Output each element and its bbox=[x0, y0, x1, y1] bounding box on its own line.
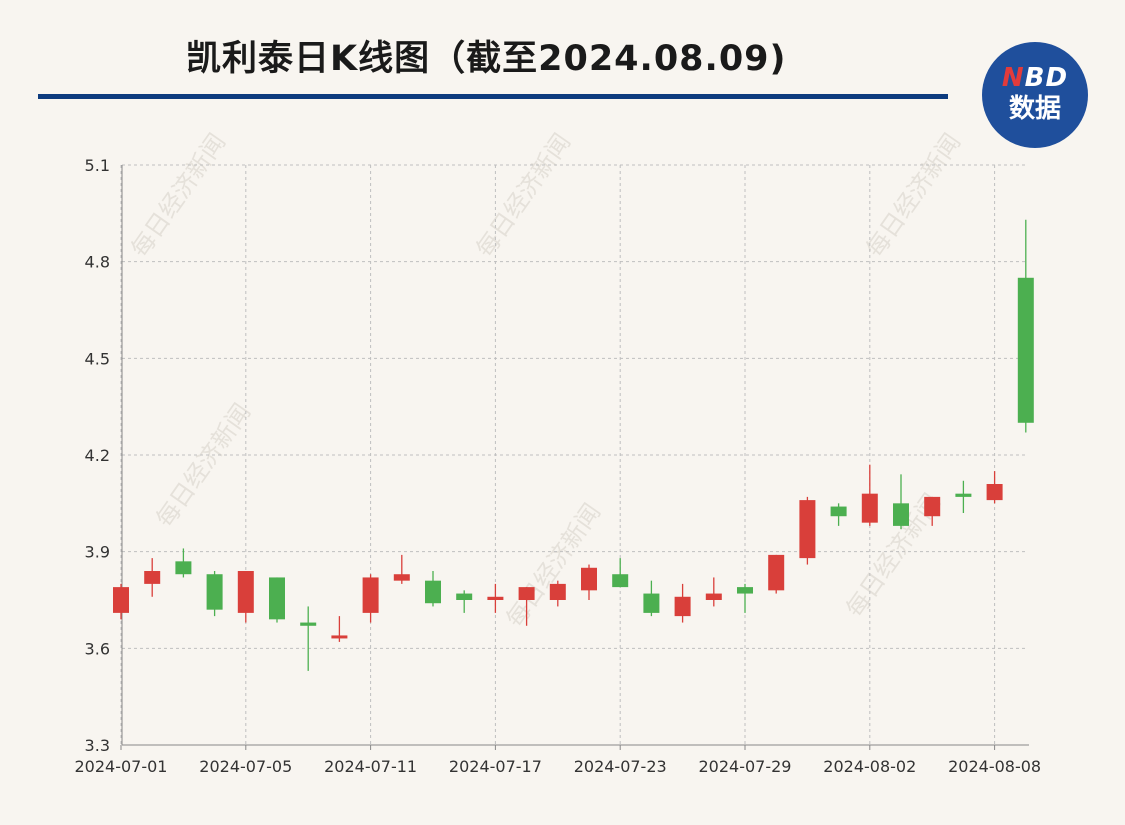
y-tick-label: 3.3 bbox=[85, 736, 110, 755]
candle-body bbox=[206, 574, 223, 610]
candle bbox=[237, 571, 254, 623]
watermark-text: 每日经济新闻 bbox=[861, 128, 967, 262]
candle-body bbox=[237, 571, 254, 613]
candle-body bbox=[269, 577, 285, 620]
candle bbox=[456, 590, 473, 613]
candle-body bbox=[331, 635, 348, 639]
candle bbox=[581, 564, 597, 600]
watermark-text: 每日经济新闻 bbox=[151, 398, 257, 532]
candle-body bbox=[113, 587, 129, 613]
candle-body bbox=[955, 493, 972, 497]
x-tick-label: 2024-08-08 bbox=[948, 757, 1041, 776]
candle bbox=[705, 577, 722, 607]
candle-body bbox=[487, 596, 504, 600]
candle bbox=[206, 571, 223, 617]
candle bbox=[331, 616, 348, 642]
watermark-text: 每日经济新闻 bbox=[126, 128, 232, 262]
candle bbox=[830, 503, 847, 526]
x-tick-label: 2024-07-23 bbox=[574, 757, 667, 776]
candle bbox=[674, 583, 691, 623]
candle-body bbox=[737, 587, 753, 594]
candle-body bbox=[830, 506, 847, 517]
candle-body bbox=[518, 587, 535, 600]
candle-body bbox=[893, 503, 909, 526]
candle-body bbox=[768, 554, 785, 591]
candle bbox=[175, 548, 192, 578]
candle bbox=[518, 587, 535, 626]
candle-body bbox=[674, 596, 691, 617]
candle bbox=[362, 574, 379, 623]
axes bbox=[120, 165, 1029, 750]
candle bbox=[768, 554, 785, 594]
candle bbox=[1017, 219, 1034, 433]
y-tick-label: 4.8 bbox=[85, 253, 110, 272]
candle-body bbox=[581, 567, 597, 591]
candle-body bbox=[799, 500, 816, 559]
candle bbox=[612, 558, 629, 588]
logo-brand-rest: BD bbox=[1024, 63, 1069, 93]
candle-body bbox=[300, 622, 317, 626]
nbd-logo: NBD 数据 bbox=[982, 42, 1088, 148]
logo-brand: NBD bbox=[1002, 65, 1068, 91]
candle-body bbox=[175, 561, 192, 575]
x-tick-label: 2024-07-01 bbox=[75, 757, 168, 776]
logo-subtitle: 数据 bbox=[1008, 94, 1061, 124]
candle bbox=[113, 583, 129, 620]
candle bbox=[924, 496, 941, 526]
watermark-text: 每日经济新闻 bbox=[471, 128, 577, 262]
candle bbox=[955, 480, 972, 513]
y-tick-label: 3.6 bbox=[85, 639, 110, 658]
candle bbox=[893, 474, 909, 530]
x-tick-label: 2024-07-17 bbox=[449, 757, 542, 776]
candle bbox=[487, 583, 504, 613]
chart-title: 凯利泰日K线图（截至2024.08.09) bbox=[186, 39, 787, 79]
candle bbox=[144, 558, 161, 597]
x-tick-label: 2024-08-02 bbox=[823, 757, 916, 776]
y-tick-label: 3.9 bbox=[85, 543, 110, 562]
candle bbox=[799, 496, 816, 565]
candle bbox=[269, 577, 285, 623]
x-tick-label: 2024-07-29 bbox=[699, 757, 792, 776]
candle-body bbox=[1017, 277, 1034, 423]
candle bbox=[737, 583, 753, 613]
candle-body bbox=[393, 574, 410, 581]
candle-body bbox=[861, 493, 878, 523]
candle-body bbox=[924, 496, 941, 517]
x-tick-label: 2024-07-11 bbox=[324, 757, 417, 776]
candle-body bbox=[144, 571, 161, 584]
candle bbox=[393, 554, 410, 584]
candle bbox=[861, 464, 878, 526]
candle bbox=[549, 580, 566, 607]
candle-body bbox=[612, 574, 629, 588]
grid-lines bbox=[120, 164, 1027, 745]
candle-body bbox=[705, 593, 722, 600]
axis-labels: 3.3 3.6 3.9 4.2 4.5 4.8 5.1 2024-07-01 2024-07-0… bbox=[75, 156, 1042, 776]
y-tick-label: 4.5 bbox=[85, 349, 110, 368]
candles bbox=[113, 219, 1034, 671]
y-tick-label: 5.1 bbox=[85, 156, 110, 175]
candle bbox=[986, 471, 1003, 504]
candle-body bbox=[425, 580, 441, 604]
candle bbox=[643, 580, 660, 617]
candle bbox=[425, 571, 441, 607]
candle-body bbox=[456, 593, 473, 600]
candle bbox=[300, 606, 317, 671]
title-underline bbox=[38, 94, 948, 99]
x-tick-label: 2024-07-05 bbox=[199, 757, 292, 776]
candle-body bbox=[643, 593, 660, 613]
candle-body bbox=[362, 577, 379, 613]
candle-body bbox=[986, 484, 1003, 501]
watermark-text: 每日经济新闻 bbox=[501, 498, 607, 632]
y-tick-label: 4.2 bbox=[85, 446, 110, 465]
candle-body bbox=[549, 583, 566, 600]
logo-brand-n: N bbox=[1001, 63, 1025, 93]
